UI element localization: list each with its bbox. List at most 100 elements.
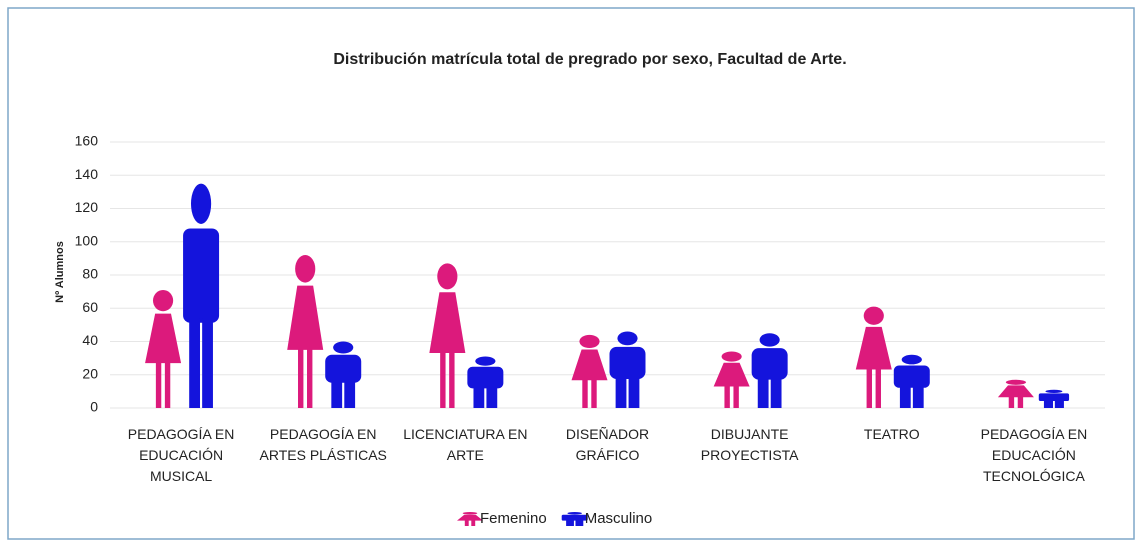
y-tick-label: 0 [90,399,98,415]
person-icon [893,354,930,408]
y-tick-label: 40 [82,332,98,348]
icon-dress [429,292,466,354]
y-tick-label: 140 [75,166,99,182]
x-tick-label: DIBUJANTE PROYECTISTA [701,426,799,463]
icon-leg [1043,400,1054,408]
y-axis-label: Nº Alumnos [54,241,66,303]
person-icon [287,255,324,408]
icon-body [609,346,646,379]
y-tick-label: 60 [82,299,98,315]
icon-head [1045,389,1063,394]
person-icon [855,306,892,408]
person-icon [609,331,646,408]
icon-leg [189,318,200,408]
x-tick-label: DISEÑADOR GRÁFICO [566,426,649,463]
y-tick-label: 80 [82,266,98,282]
icon-leg [202,318,213,408]
person-icon [997,379,1034,408]
icon-leg [899,386,911,408]
icon-leg [582,378,588,408]
x-tick-label: LICENCIATURA EN ARTE [403,426,527,463]
icon-leg [331,381,343,408]
icon-leg [1054,400,1064,408]
y-tick-label: 100 [75,232,99,248]
icon-head [190,183,212,224]
icon-dress [855,326,892,370]
icon-body [325,354,362,383]
icon-dress [713,362,750,387]
icon-leg [471,520,476,526]
icon-body [751,348,788,380]
icon-leg [591,378,597,408]
person-icon [571,334,608,408]
chart-title: Distribución matrícula total de pregrado… [333,51,846,68]
person-icon [325,341,362,408]
icon-leg [575,520,584,526]
icon-leg [344,381,356,408]
icon-dress [457,514,483,521]
icon-leg [724,385,730,408]
icon-leg [1017,396,1024,408]
icon-leg [486,387,498,408]
icon-head [295,255,316,283]
person-icon [183,183,220,408]
icon-head [759,333,780,347]
icon-head [475,356,496,366]
icon-head [901,354,922,365]
icon-leg [628,377,640,408]
icon-head [437,263,458,290]
legend-icon [561,512,588,526]
icon-dress [571,349,608,381]
icon-head [617,331,638,346]
icon-leg [615,377,627,408]
x-tick-label: PEDAGOGÍA EN EDUCACIÓN TECNOLÓGICA [981,426,1088,484]
icon-body [561,514,588,521]
person-icon [713,351,750,408]
icon-leg [307,346,313,408]
x-tick-label: PEDAGOGÍA EN ARTES PLÁSTICAS [260,426,387,463]
person-icon [429,263,466,408]
icon-leg [473,387,485,408]
icon-leg [440,350,446,408]
x-tick-label: PEDAGOGÍA EN EDUCACIÓN MUSICAL [128,426,235,484]
legend-label: Femenino [480,510,547,527]
icon-body [1038,393,1070,402]
icon-head [1005,379,1027,385]
icon-leg [1008,396,1015,408]
icon-body [467,366,504,389]
y-tick-label: 160 [75,133,99,149]
icon-dress [287,285,324,350]
y-tick-label: 20 [82,365,98,381]
legend-label: Masculino [585,510,653,527]
icon-head [462,512,478,515]
icon-leg [912,386,924,408]
icon-head [721,351,742,362]
icon-head [567,512,582,515]
x-tick-label: TEATRO [864,426,920,442]
icon-leg [155,360,162,408]
icon-leg [464,520,469,526]
icon-leg [298,346,304,408]
y-tick-label: 120 [75,199,99,215]
person-icon [467,356,504,408]
icon-leg [875,367,881,408]
icon-leg [566,520,574,526]
legend-icon [457,512,483,526]
person-icon [1038,389,1070,408]
icon-head [579,334,600,349]
icon-leg [866,367,872,408]
icon-leg [164,360,171,408]
icon-head [333,341,354,354]
icon-head [863,306,884,325]
icon-leg [757,378,769,408]
icon-dress [145,313,182,364]
person-icon [145,289,182,408]
icon-body [893,365,930,388]
person-icon [751,333,788,408]
icon-leg [449,350,455,408]
icon-head [152,289,174,312]
icon-dress [997,385,1034,398]
icon-leg [770,378,782,408]
icon-leg [733,385,739,408]
